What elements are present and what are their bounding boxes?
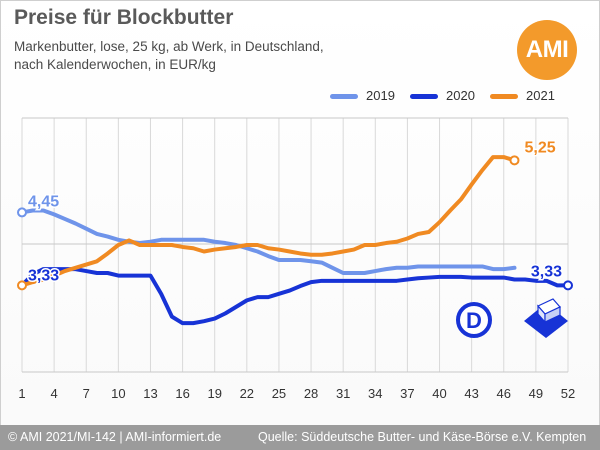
x-tick-label: 4 bbox=[51, 386, 58, 401]
legend-item-2019: 2019 bbox=[330, 88, 395, 103]
footer-copyright: © AMI 2021/MI-142 | AMI-informiert.de bbox=[8, 430, 222, 444]
x-tick-label: 52 bbox=[561, 386, 575, 401]
x-tick-label: 40 bbox=[432, 386, 446, 401]
ami-logo: AMI bbox=[517, 20, 577, 80]
footer-bar: © AMI 2021/MI-142 | AMI-informiert.de Qu… bbox=[0, 425, 600, 450]
chart-card bbox=[0, 0, 600, 426]
germany-d-letter: D bbox=[466, 308, 482, 333]
x-tick-label: 16 bbox=[175, 386, 189, 401]
legend-item-2020: 2020 bbox=[410, 88, 475, 103]
marker-2021-end bbox=[509, 155, 520, 166]
x-tick-label: 46 bbox=[497, 386, 511, 401]
x-tick-label: 25 bbox=[272, 386, 286, 401]
series-line-2020 bbox=[20, 267, 570, 326]
x-tick-label: 31 bbox=[336, 386, 350, 401]
x-tick-label: 7 bbox=[83, 386, 90, 401]
x-tick-label: 34 bbox=[368, 386, 382, 401]
x-tick-label: 28 bbox=[304, 386, 318, 401]
annotation-2020-end: 3,33 bbox=[531, 263, 562, 280]
legend-item-2021: 2021 bbox=[490, 88, 555, 103]
line-chart: 1 4 7 10 13 16 19 22 25 28 31 34 37 40 43 46 49 52 D 4,45 3,… bbox=[17, 117, 575, 401]
annotation-2020-start: 3,33 bbox=[28, 267, 59, 284]
x-tick-label: 1 bbox=[18, 386, 25, 401]
footer-source: Quelle: Süddeutsche Butter- und Käse-Bör… bbox=[258, 430, 587, 444]
series-line-2021 bbox=[20, 155, 517, 288]
subtitle-line-1: Markenbutter, lose, 25 kg, ab Werk, in D… bbox=[14, 39, 324, 54]
legend-label-2021: 2021 bbox=[526, 88, 555, 103]
x-tick-label: 43 bbox=[464, 386, 478, 401]
germany-d-emblem bbox=[456, 302, 492, 338]
x-tick-label: 10 bbox=[111, 386, 125, 401]
annotation-2019-start: 4,45 bbox=[28, 193, 59, 210]
series-line-2019 bbox=[20, 208, 517, 276]
x-tick-label: 22 bbox=[240, 386, 254, 401]
chart-subtitle: Markenbutter, lose, 25 kg, ab Werk, in D… bbox=[14, 38, 394, 74]
marker-2020-end bbox=[563, 280, 573, 291]
legend-label-2019: 2019 bbox=[366, 88, 395, 103]
x-tick-label: 37 bbox=[400, 386, 414, 401]
x-tick-label: 49 bbox=[529, 386, 543, 401]
subtitle-line-2: nach Kalenderwochen, in EUR/kg bbox=[14, 57, 216, 72]
legend-label-2020: 2020 bbox=[446, 88, 475, 103]
legend-swatch-2020 bbox=[410, 94, 438, 100]
legend-swatch-2021 bbox=[490, 94, 518, 100]
chart-title: Preise für Blockbutter bbox=[14, 6, 234, 29]
legend-swatch-2019 bbox=[330, 94, 358, 100]
marker-2019-start bbox=[17, 207, 27, 218]
butter-block-right-icon bbox=[544, 306, 561, 323]
annotation-2021-end: 5,25 bbox=[524, 139, 555, 156]
x-tick-label: 19 bbox=[207, 386, 221, 401]
x-tick-label: 13 bbox=[143, 386, 157, 401]
marker-2021-start bbox=[17, 280, 27, 291]
